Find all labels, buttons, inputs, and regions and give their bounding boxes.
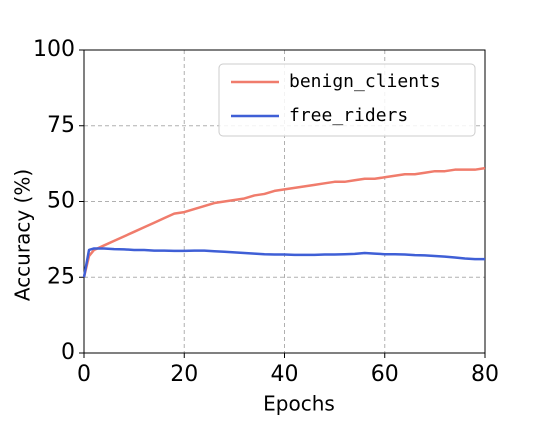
- series-line: [82, 166, 486, 278]
- y-tick-label: 0: [61, 340, 75, 365]
- x-tick-label: 20: [170, 362, 198, 387]
- y-tick-label: 75: [47, 113, 75, 138]
- x-tick-label: 0: [77, 362, 91, 387]
- x-axis-label: Epochs: [263, 392, 335, 416]
- y-tick-label: 50: [47, 189, 75, 214]
- plot-frame: [83, 49, 486, 354]
- x-tick-label: 40: [271, 362, 299, 387]
- y-tick-label: 100: [33, 37, 75, 62]
- legend-label: free_riders: [289, 105, 408, 126]
- y-axis-label: Accuracy (%): [11, 169, 35, 301]
- legend-box: [218, 63, 476, 137]
- y-tick-label: 25: [47, 264, 75, 289]
- x-tick-label: 80: [471, 362, 499, 387]
- series-line: [82, 247, 485, 278]
- x-tick-label: 60: [371, 362, 399, 387]
- legend-label: benign_clients: [289, 71, 441, 92]
